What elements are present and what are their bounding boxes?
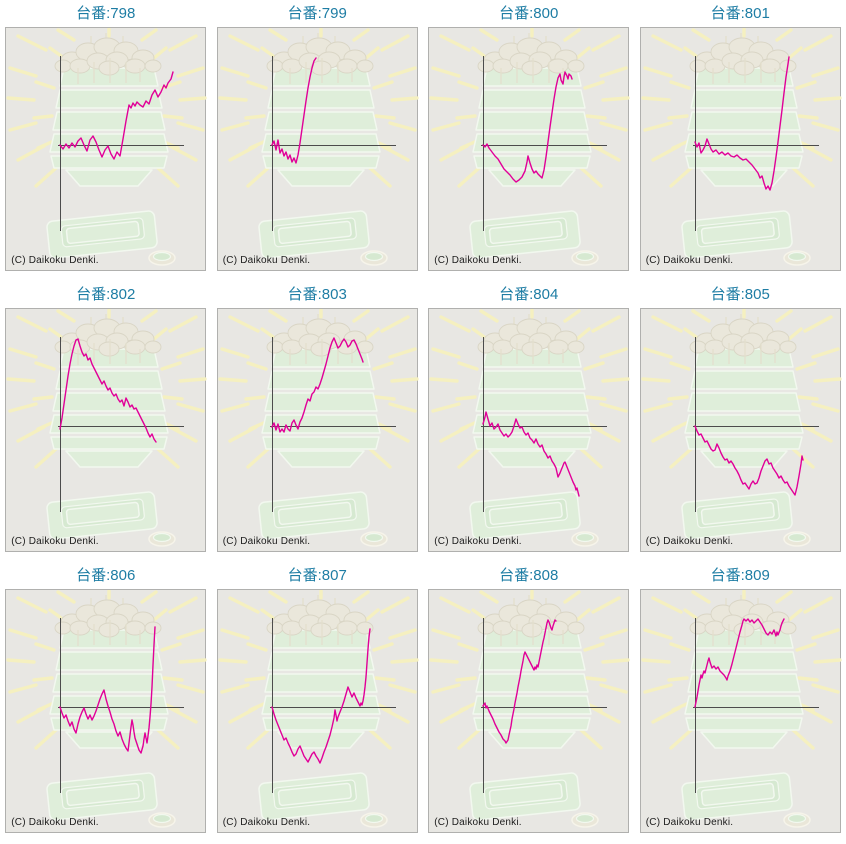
slump-graph-svg: [218, 590, 419, 829]
copyright-label: (C) Daikoku Denki.: [434, 817, 522, 828]
slump-graph-svg: [218, 309, 419, 548]
machine-title-link[interactable]: 台番:803: [287, 286, 347, 303]
slump-chart[interactable]: (C) Daikoku Denki.: [428, 589, 630, 833]
copyright-label: (C) Daikoku Denki.: [222, 255, 311, 266]
machine-watermark: [218, 590, 419, 829]
slump-chart[interactable]: (C) Daikoku Denki.: [216, 308, 419, 552]
slump-graph-svg: [429, 590, 630, 829]
machine-watermark: [429, 28, 630, 267]
machine-panel: 台番:799 (C) Daikoku Denki.: [212, 0, 424, 281]
copyright-label: (C) Daikoku Denki.: [11, 536, 99, 547]
slump-line: [59, 338, 157, 443]
machine-panel: 台番:800 (C) Daikoku Denki.: [423, 0, 635, 281]
machine-title-link[interactable]: 台番:807: [287, 567, 347, 584]
machine-title-link[interactable]: 台番:799: [287, 5, 347, 22]
copyright-label: (C) Daikoku Denki.: [11, 817, 99, 828]
machine-panel: 台番:805 (C) Daikoku Denki.: [635, 281, 846, 562]
slump-line: [694, 425, 804, 496]
slump-graph-svg: [6, 28, 207, 267]
slump-line: [271, 57, 317, 164]
machine-title-link[interactable]: 台番:809: [710, 567, 770, 584]
machine-panel: 台番:801 (C) Daikoku Denki.: [635, 0, 846, 281]
slump-chart[interactable]: (C) Daikoku Denki.: [639, 308, 842, 552]
copyright-label: (C) Daikoku Denki.: [11, 255, 99, 266]
slump-chart[interactable]: (C) Daikoku Denki.: [216, 589, 419, 833]
slump-graph-svg: [641, 28, 842, 267]
slump-line: [694, 618, 785, 708]
machine-title-link[interactable]: 台番:802: [76, 286, 136, 303]
slump-chart[interactable]: (C) Daikoku Denki.: [639, 589, 842, 833]
slump-chart[interactable]: (C) Daikoku Denki.: [5, 27, 207, 271]
machine-watermark: [6, 309, 207, 548]
machine-watermark: [6, 590, 207, 829]
machine-panel: 台番:804 (C) Daikoku Denki.: [423, 281, 635, 562]
slump-line: [482, 71, 573, 183]
machine-panel: 台番:798 (C) Daikoku Denki.: [0, 0, 212, 281]
slump-graph-svg: [641, 590, 842, 829]
machine-title-link[interactable]: 台番:806: [76, 567, 136, 584]
machine-panel: 台番:806 (C) Daikoku Denki.: [0, 562, 212, 843]
slump-chart[interactable]: (C) Daikoku Denki.: [5, 308, 207, 552]
copyright-label: (C) Daikoku Denki.: [222, 536, 311, 547]
machine-watermark: [218, 309, 419, 548]
slump-graph-svg: [6, 309, 207, 548]
machine-title-link[interactable]: 台番:800: [499, 5, 559, 22]
machine-panel: 台番:808 (C) Daikoku Denki.: [423, 562, 635, 843]
slump-graph-svg: [429, 28, 630, 267]
slump-line: [694, 56, 790, 191]
machine-panel: 台番:802 (C) Daikoku Denki.: [0, 281, 212, 562]
machine-title-link[interactable]: 台番:804: [499, 286, 559, 303]
machine-title-link[interactable]: 台番:808: [499, 567, 559, 584]
copyright-label: (C) Daikoku Denki.: [434, 255, 522, 266]
slump-graph-svg: [641, 309, 842, 548]
machine-watermark: [429, 309, 630, 548]
copyright-label: (C) Daikoku Denki.: [645, 536, 734, 547]
slump-line: [59, 626, 156, 754]
machine-title-link[interactable]: 台番:801: [710, 5, 770, 22]
slump-chart[interactable]: (C) Daikoku Denki.: [639, 27, 842, 271]
copyright-label: (C) Daikoku Denki.: [645, 255, 734, 266]
machine-watermark: [429, 590, 630, 829]
slump-chart[interactable]: (C) Daikoku Denki.: [216, 27, 419, 271]
machine-panel: 台番:809 (C) Daikoku Denki.: [635, 562, 846, 843]
slump-graph-svg: [218, 28, 419, 267]
slump-line: [59, 71, 174, 160]
slump-graph-svg: [429, 309, 630, 548]
copyright-label: (C) Daikoku Denki.: [434, 536, 522, 547]
machine-watermark: [218, 28, 419, 267]
slump-graph-svg: [6, 590, 207, 829]
machine-panel: 台番:803 (C) Daikoku Denki.: [212, 281, 424, 562]
slump-chart[interactable]: (C) Daikoku Denki.: [5, 589, 207, 833]
machine-title-link[interactable]: 台番:805: [710, 286, 770, 303]
slump-line: [482, 411, 580, 497]
machine-panel: 台番:807 (C) Daikoku Denki.: [212, 562, 424, 843]
slump-line: [482, 619, 557, 744]
slump-chart[interactable]: (C) Daikoku Denki.: [428, 308, 630, 552]
machine-title-link[interactable]: 台番:798: [76, 5, 136, 22]
slump-line: [271, 337, 364, 433]
machine-watermark: [641, 28, 842, 267]
slump-line: [271, 628, 371, 764]
machine-watermark: [641, 309, 842, 548]
copyright-label: (C) Daikoku Denki.: [645, 817, 734, 828]
slump-chart[interactable]: (C) Daikoku Denki.: [428, 27, 630, 271]
copyright-label: (C) Daikoku Denki.: [222, 817, 311, 828]
